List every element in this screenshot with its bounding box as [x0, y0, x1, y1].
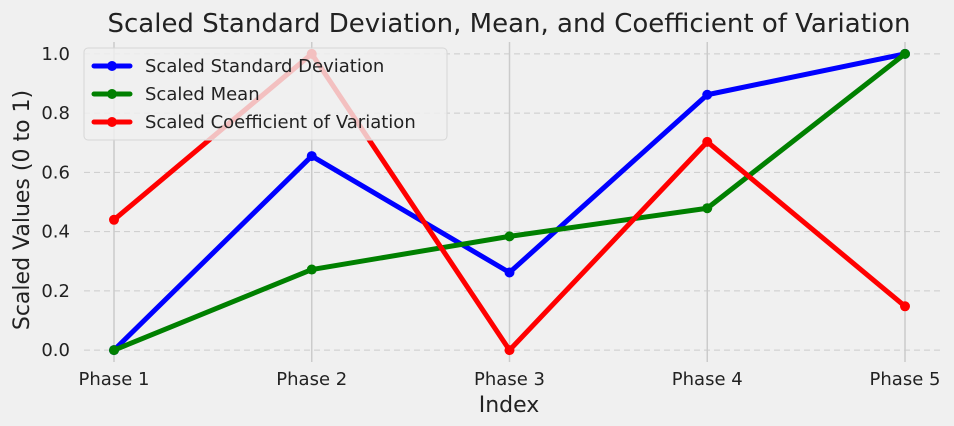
legend-label: Scaled Coefficient of Variation — [145, 112, 416, 133]
y-tick-label: 0.2 — [41, 281, 70, 302]
chart-title: Scaled Standard Deviation, Mean, and Coe… — [107, 9, 910, 39]
data-point — [109, 214, 119, 225]
data-point — [504, 231, 515, 242]
y-tick-label: 0.0 — [41, 340, 70, 361]
x-axis-label: Index — [479, 393, 540, 418]
legend: Scaled Standard Deviation Scaled Mean Scal… — [83, 47, 448, 141]
x-tick-label: Phase 1 — [79, 369, 150, 390]
data-point — [900, 48, 910, 59]
series-layer — [109, 48, 910, 356]
legend-swatch-marker — [107, 89, 117, 99]
y-axis-label: Scaled Values (0 to 1) — [10, 90, 35, 330]
data-point — [306, 264, 317, 275]
data-point — [702, 203, 713, 214]
legend-swatch-marker — [107, 117, 117, 127]
x-tick-label: Phase 5 — [870, 369, 941, 390]
legend-label: Scaled Standard Deviation — [145, 56, 384, 77]
data-point — [306, 151, 317, 162]
y-tick-label: 1.0 — [41, 44, 70, 65]
data-point — [109, 345, 119, 356]
tick-labels: Phase 1 Phase 2 Phase 3 Phase 4 Phase 5 0.0 0.… — [41, 44, 940, 390]
data-point — [504, 267, 515, 278]
data-point — [702, 89, 713, 100]
data-point — [504, 345, 515, 356]
legend-box — [83, 47, 448, 141]
y-tick-label: 0.8 — [41, 103, 70, 124]
y-tick-label: 0.4 — [41, 222, 70, 243]
legend-label: Scaled Mean — [145, 84, 260, 105]
legend-swatch-marker — [107, 61, 117, 71]
x-tick-label: Phase 4 — [672, 369, 743, 390]
data-point — [702, 136, 713, 147]
data-point — [900, 301, 910, 312]
y-tick-label: 0.6 — [41, 162, 70, 183]
series-2 — [109, 48, 910, 356]
x-tick-label: Phase 3 — [474, 369, 545, 390]
x-tick-label: Phase 2 — [276, 369, 347, 390]
